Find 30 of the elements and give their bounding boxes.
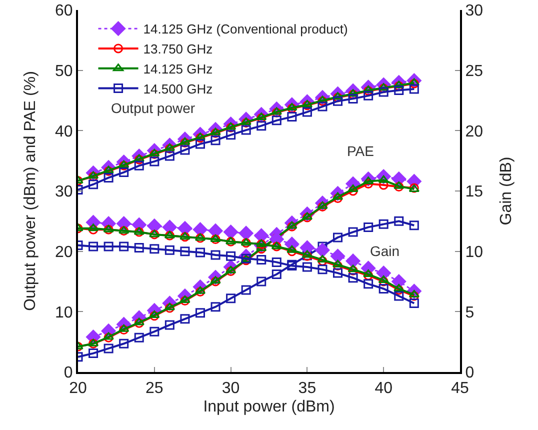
legend-label: 13.750 GHz [143, 42, 213, 57]
y-tick-label: 20 [55, 244, 73, 261]
x-tick-label: 25 [146, 380, 164, 398]
y2-tick-label: 15 [465, 184, 484, 201]
annotation: PAE [347, 143, 374, 159]
y2-tick-label: 30 [465, 2, 484, 20]
y2-tick-label: 20 [465, 123, 484, 140]
y-tick-label: 60 [55, 2, 73, 20]
y-tick-label: 10 [55, 304, 73, 322]
legend-label: 14.125 GHz [143, 61, 213, 76]
y-tick-label: 40 [55, 123, 73, 140]
y2-tick-label: 25 [465, 62, 484, 80]
x-tick-label: 35 [298, 380, 316, 398]
x-axis-title: Input power (dBm) [203, 398, 335, 416]
y-tick-label: 50 [55, 62, 73, 80]
legend-label: 14.125 GHz (Conventional product) [143, 22, 348, 37]
x-tick-label: 20 [69, 380, 87, 398]
annotation: Gain [370, 243, 400, 259]
y2-axis-title: Gain (dB) [498, 156, 515, 226]
annotation: Output power [111, 100, 196, 116]
y2-tick-label: 5 [465, 304, 474, 322]
x-tick-label: 45 [451, 380, 469, 398]
y-tick-label: 0 [64, 364, 73, 382]
y-tick-label: 30 [55, 184, 73, 201]
x-tick-label: 30 [222, 380, 240, 398]
y2-tick-label: 10 [465, 244, 484, 261]
legend-label: 14.500 GHz [143, 81, 213, 96]
x-tick-label: 40 [374, 380, 393, 398]
y-axis-title: Output power (dBm) and PAE (%) [22, 71, 39, 311]
y2-tick-label: 0 [465, 364, 474, 382]
